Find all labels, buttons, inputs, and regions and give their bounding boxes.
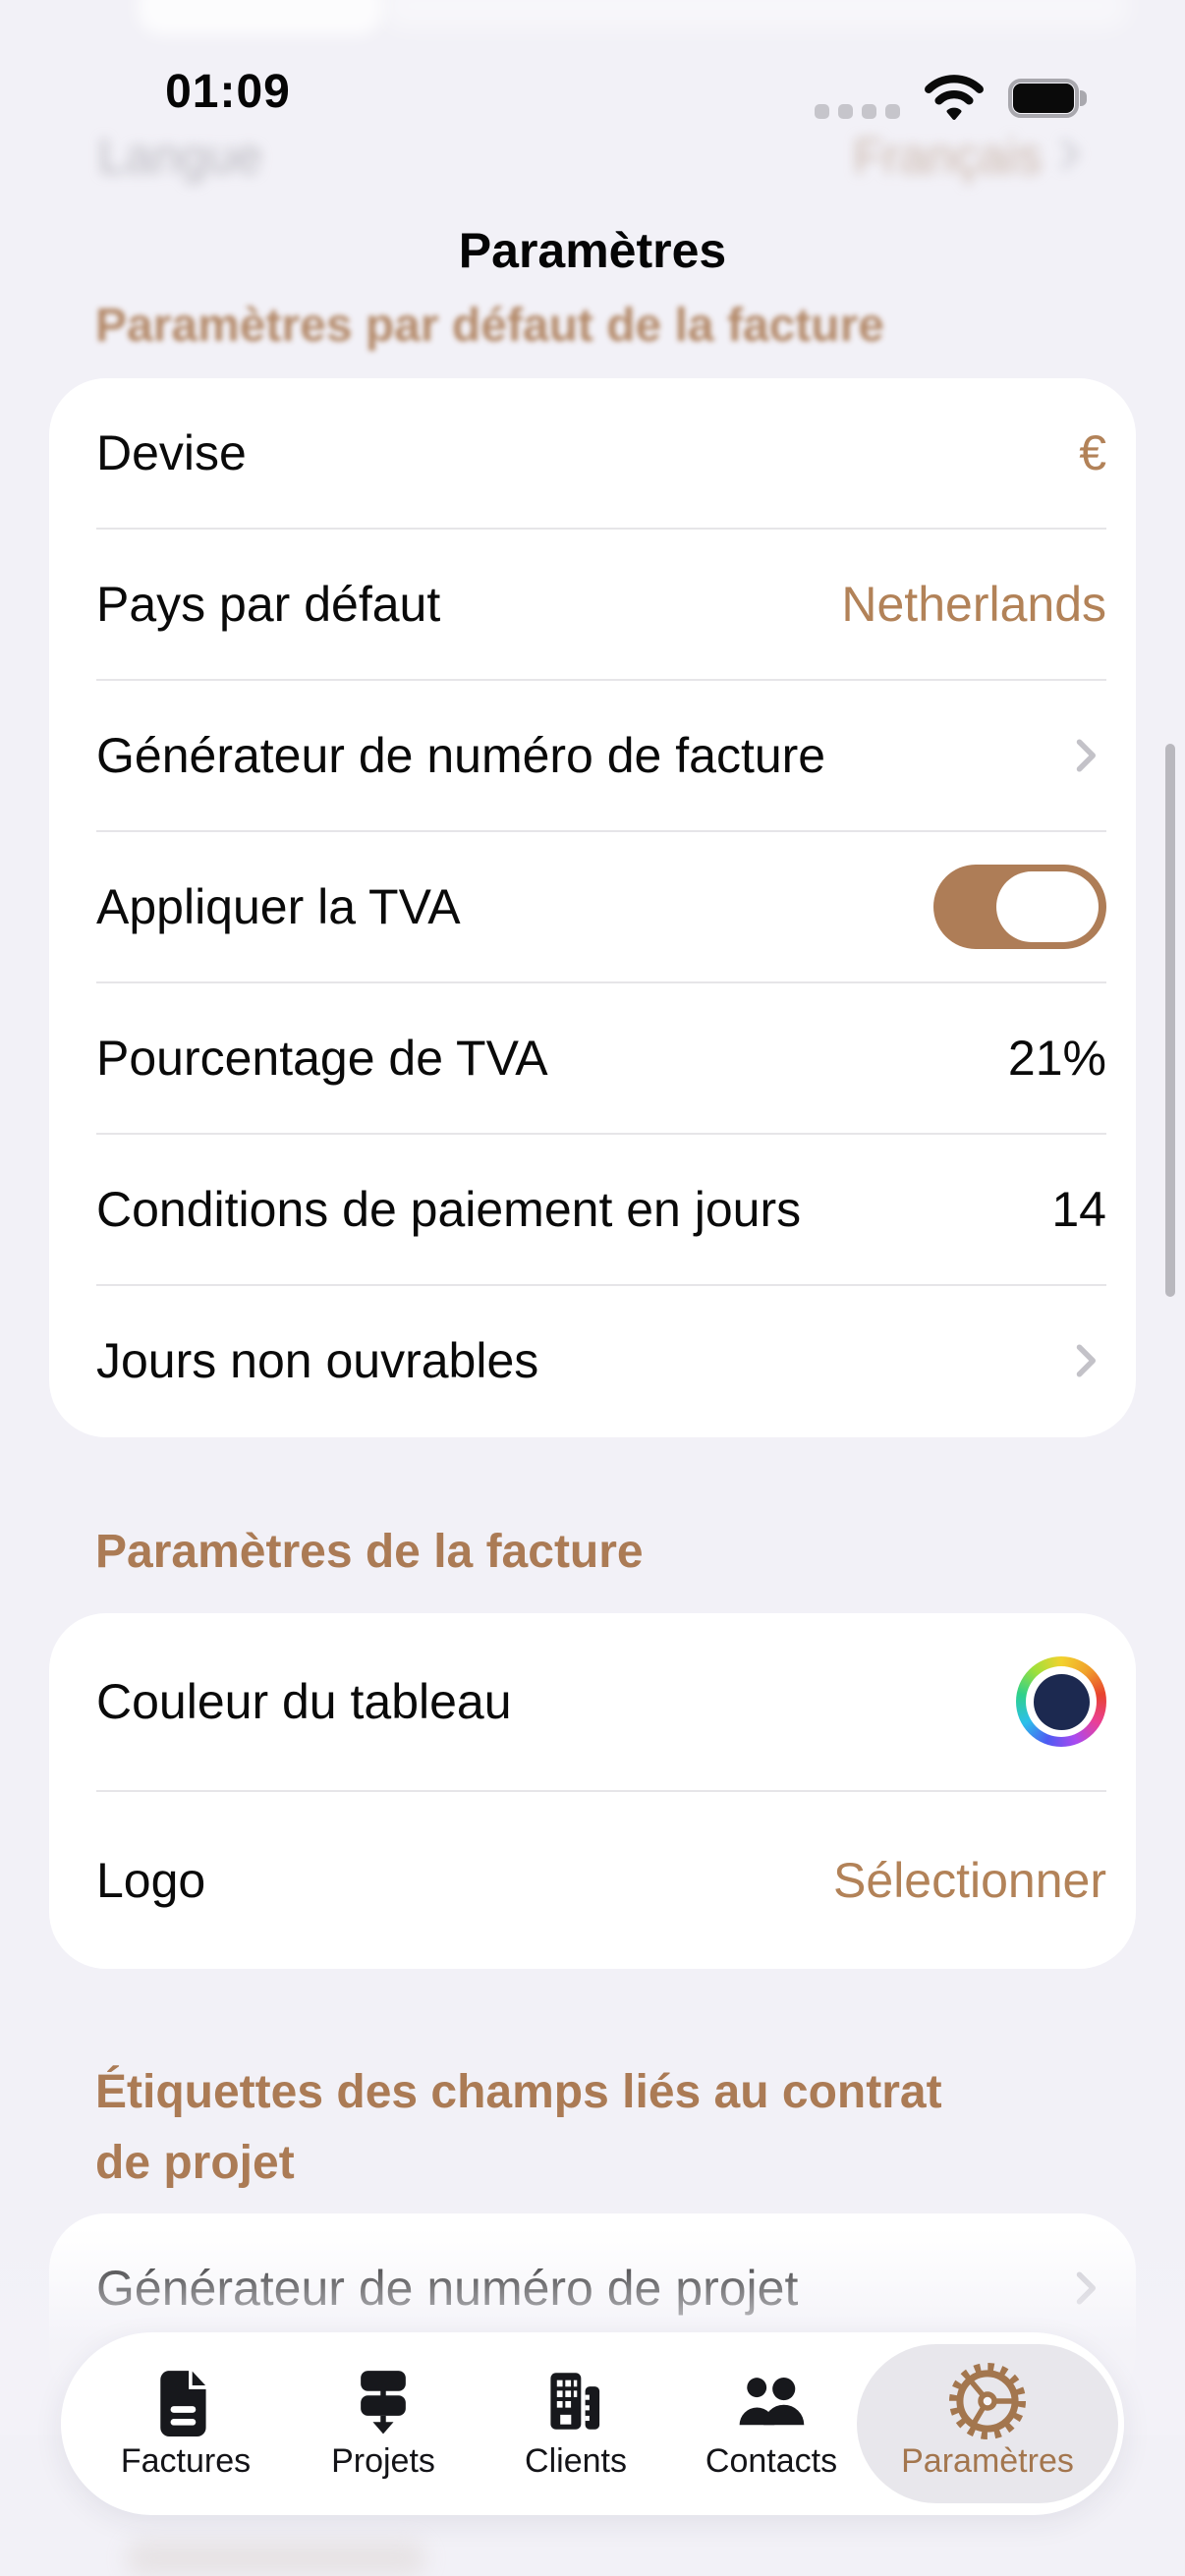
tab-label: Contacts (705, 2442, 838, 2480)
gear-icon (949, 2363, 1026, 2439)
section-header-invoice-settings: Paramètres de la facture (95, 1526, 644, 1578)
battery-icon (1008, 79, 1087, 118)
chevron-right-icon (1063, 1339, 1106, 1382)
building-icon (544, 2364, 607, 2438)
tab-contacts[interactable]: Contacts (673, 2332, 870, 2515)
row-default-country[interactable]: Pays par défaut Netherlands (49, 530, 1136, 679)
section-header-invoice-defaults: Paramètres par défaut de la facture (95, 300, 884, 352)
tab-clients[interactable]: Clients (478, 2332, 674, 2515)
stacked-tasks-icon (352, 2364, 415, 2438)
divider (96, 830, 1106, 832)
tab-label: Projets (331, 2442, 435, 2480)
divider (96, 981, 1106, 983)
row-label: Logo (96, 1853, 206, 1908)
chevron-right-icon (1063, 734, 1106, 777)
people-icon (735, 2364, 808, 2438)
status-bar: 01:09 (0, 59, 1185, 138)
tab-label: Paramètres (901, 2442, 1074, 2480)
row-apply-vat[interactable]: Appliquer la TVA (49, 832, 1136, 981)
card-invoice-defaults: Devise € Pays par défaut Netherlands Gén… (49, 378, 1136, 1437)
document-icon (155, 2364, 216, 2438)
row-table-color[interactable]: Couleur du tableau (49, 1613, 1136, 1790)
card-invoice-settings: Couleur du tableau Logo Sélectionner (49, 1613, 1136, 1969)
row-label: Pourcentage de TVA (96, 1031, 548, 1086)
row-value: € (1079, 425, 1106, 480)
row-non-working-days[interactable]: Jours non ouvrables (49, 1286, 1136, 1435)
row-vat-percentage[interactable]: Pourcentage de TVA 21% (49, 983, 1136, 1133)
row-invoice-number-generator[interactable]: Générateur de numéro de facture (49, 681, 1136, 830)
row-label: Couleur du tableau (96, 1674, 512, 1729)
ghost-content-smudge (126, 2541, 426, 2576)
row-label: Conditions de paiement en jours (96, 1182, 802, 1237)
divider (96, 1284, 1106, 1286)
tab-factures[interactable]: Factures (87, 2332, 284, 2515)
divider (96, 679, 1106, 681)
tab-label: Factures (120, 2442, 252, 2480)
row-label: Devise (96, 425, 247, 480)
tab-projets[interactable]: Projets (285, 2332, 481, 2515)
vat-toggle[interactable] (933, 865, 1106, 949)
row-devise[interactable]: Devise € (49, 378, 1136, 528)
ghost-language-row: Langue Français (0, 124, 1185, 187)
row-value[interactable]: Sélectionner (833, 1853, 1106, 1908)
ghost-card-top (138, 0, 383, 35)
scrollbar[interactable] (1165, 744, 1175, 1297)
row-value: Netherlands (841, 577, 1106, 632)
section-header-project-contract-labels: Étiquettes des champs liés au contrat de… (95, 2066, 942, 2189)
toggle-knob (996, 871, 1099, 942)
row-label: Pays par défaut (96, 577, 441, 632)
row-payment-terms[interactable]: Conditions de paiement en jours 14 (49, 1135, 1136, 1284)
clock: 01:09 (165, 66, 291, 118)
divider (96, 1133, 1106, 1135)
ghost-card-top-wide (381, 0, 1130, 29)
row-logo[interactable]: Logo Sélectionner (49, 1792, 1136, 1969)
ghost-language-value: Français (853, 129, 1042, 184)
row-value: 21% (1007, 1031, 1106, 1086)
divider (96, 528, 1106, 530)
row-value: 14 (1051, 1182, 1106, 1237)
ghost-language-label: Langue (98, 129, 262, 184)
cellular-signal-icon (815, 79, 900, 119)
row-label: Appliquer la TVA (96, 879, 461, 934)
row-label: Jours non ouvrables (96, 1333, 539, 1388)
tab-parametres[interactable]: Paramètres (889, 2332, 1086, 2515)
wifi-icon (922, 72, 987, 126)
divider (96, 1790, 1106, 1792)
chevron-right-icon (1049, 132, 1089, 182)
tab-bar: Factures Projets (61, 2332, 1124, 2515)
row-label: Générateur de numéro de facture (96, 728, 826, 783)
page-title: Paramètres (458, 223, 727, 278)
tab-label: Clients (525, 2442, 627, 2480)
color-wheel-icon[interactable] (1016, 1656, 1106, 1747)
